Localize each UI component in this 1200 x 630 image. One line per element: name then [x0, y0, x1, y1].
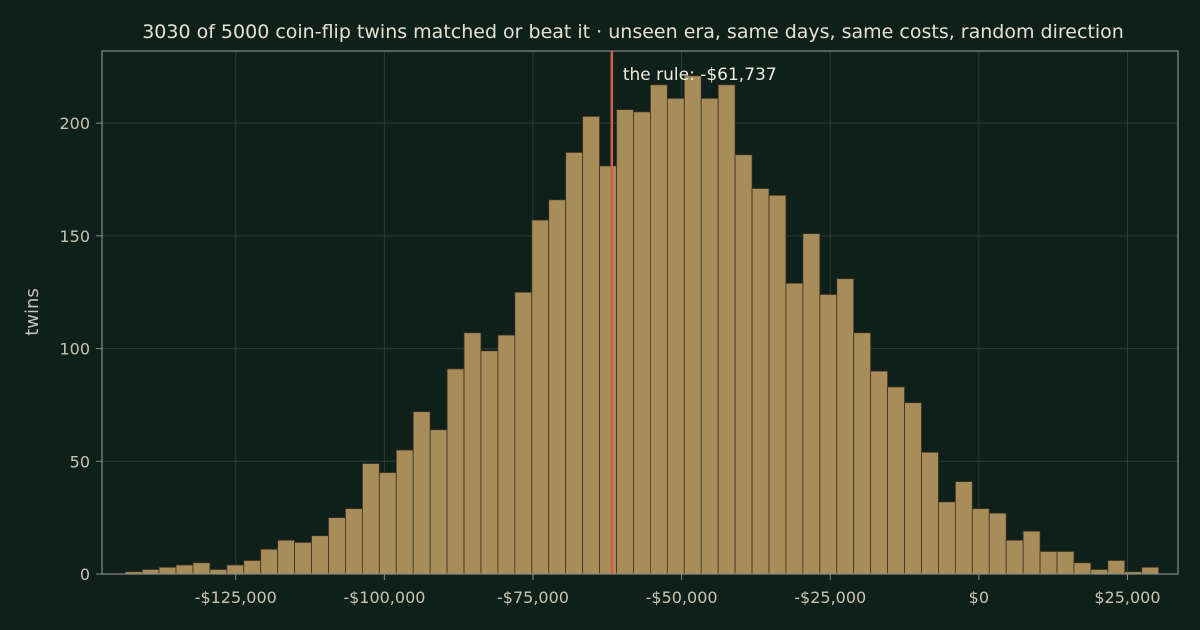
- histogram-bar: [938, 501, 956, 575]
- histogram-bar: [734, 154, 753, 575]
- histogram-bar: [345, 508, 363, 575]
- histogram-bar: [1107, 560, 1126, 575]
- histogram-bar: [412, 411, 431, 575]
- histogram-bar: [1022, 530, 1041, 575]
- x-tick-label: -$25,000: [794, 588, 866, 607]
- x-tick-label: -$100,000: [343, 588, 425, 607]
- reference-label: the rule: -$61,737: [623, 65, 777, 85]
- histogram-bar: [1005, 539, 1024, 575]
- y-tick-label: 50: [70, 452, 90, 471]
- histogram-bar: [429, 429, 448, 575]
- histogram-bar: [531, 219, 550, 575]
- histogram-bar: [1039, 551, 1058, 575]
- histogram-bar: [819, 294, 838, 575]
- histogram-bar: [328, 517, 346, 575]
- histogram-bar: [887, 386, 905, 575]
- histogram-bar: [904, 402, 922, 575]
- x-tick-label: $0: [969, 588, 989, 607]
- y-axis-label: twins: [22, 288, 43, 336]
- histogram-bar: [277, 539, 296, 575]
- histogram-bar: [378, 472, 397, 575]
- x-tick-label: -$75,000: [497, 588, 569, 607]
- histogram-bar: [616, 109, 634, 575]
- axis-ticks: 0 50 100 150 200 -$125,000 -$100,000 -$75,000 -$…: [59, 114, 1160, 607]
- histogram-bar: [294, 542, 312, 575]
- histogram-bar: [175, 564, 194, 575]
- histogram-bar: [548, 199, 567, 575]
- histogram-bar: [921, 451, 939, 575]
- histogram-bar: [751, 188, 770, 575]
- histogram-bar: [853, 332, 872, 575]
- chart-title: 3030 of 5000 coin-flip twins matched or …: [142, 21, 1124, 43]
- histogram-bar: [666, 97, 685, 575]
- histogram-bar: [988, 512, 1007, 575]
- histogram-bar: [1090, 569, 1109, 575]
- histogram-bar: [260, 548, 279, 575]
- histogram-bar: [599, 165, 617, 575]
- histogram-bar: [785, 282, 804, 575]
- x-tick-label: $25,000: [1094, 588, 1160, 607]
- y-tick-label: 100: [59, 340, 90, 359]
- histogram-bar: [1056, 551, 1075, 575]
- histogram-bar: [446, 368, 465, 575]
- histogram-bar: [141, 569, 160, 575]
- x-tick-label: -$125,000: [195, 588, 277, 607]
- histogram-bar: [717, 84, 736, 575]
- histogram-bar: [683, 75, 702, 575]
- histogram-bar: [971, 508, 990, 575]
- y-tick-label: 0: [80, 565, 90, 584]
- histogram-bar: [480, 350, 499, 575]
- plot-frame: [101, 50, 1179, 575]
- histogram-bar: [514, 291, 533, 575]
- histogram-bar: [361, 463, 380, 575]
- histogram-bar: [802, 233, 821, 575]
- histogram-bar: [582, 115, 600, 575]
- histogram-bar: [209, 569, 228, 575]
- y-tick-label: 200: [59, 114, 90, 133]
- histogram-bar: [226, 564, 245, 575]
- x-tick-label: -$50,000: [646, 588, 718, 607]
- histogram-bar: [158, 566, 177, 575]
- histogram-bar: [954, 481, 973, 575]
- histogram-bar: [243, 560, 262, 575]
- histogram-bar: [1141, 566, 1160, 575]
- bars: [124, 75, 1160, 575]
- histogram-bar: [395, 449, 414, 575]
- histogram-bar: [700, 97, 719, 575]
- histogram-bar: [768, 194, 787, 575]
- histogram-bar: [497, 334, 516, 575]
- histogram-bar: [311, 535, 329, 575]
- histogram-bar: [463, 332, 482, 575]
- histogram-bar: [192, 562, 211, 575]
- histogram-bar: [633, 111, 651, 575]
- histogram-bar: [565, 152, 584, 575]
- y-tick-label: 150: [59, 227, 90, 246]
- histogram-bar: [836, 278, 855, 575]
- histogram-bar: [650, 84, 668, 575]
- histogram-bar: [1073, 562, 1092, 575]
- histogram-bar: [870, 370, 888, 575]
